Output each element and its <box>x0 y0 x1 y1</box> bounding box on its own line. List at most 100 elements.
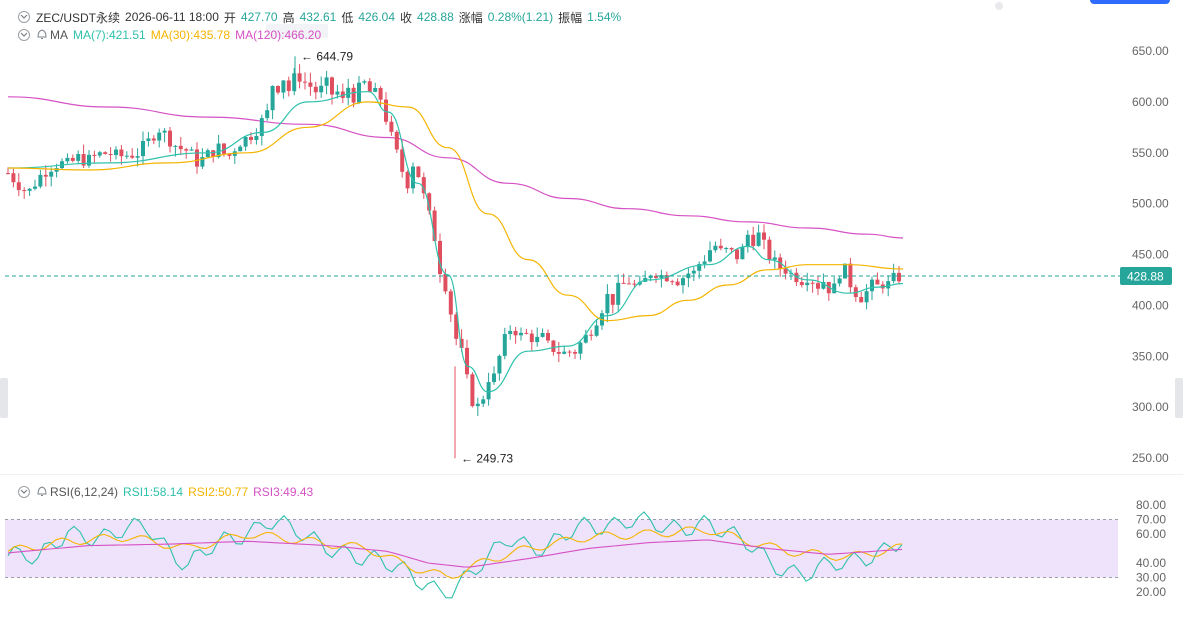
candle-body-104 <box>567 351 572 353</box>
rsi-line-2 <box>7 539 903 568</box>
candle-body-19 <box>108 154 113 156</box>
candle-body-102 <box>556 352 561 354</box>
candle-body-109 <box>594 325 599 336</box>
candle-body-67 <box>367 81 372 92</box>
rsi-band <box>5 519 1118 578</box>
candle-body-89 <box>486 382 491 400</box>
candle-body-99 <box>540 332 545 337</box>
candle-body-81 <box>443 274 448 292</box>
candle-body-165 <box>897 272 901 282</box>
candle-body-150 <box>816 283 820 289</box>
candle-body-92 <box>502 334 507 356</box>
ohlc-header: ZEC/USDT永续 2026-06-11 18:00 开 427.70 高 4… <box>18 8 626 26</box>
candle-body-91 <box>497 355 502 374</box>
candle-body-55 <box>303 81 307 83</box>
top-indicator-dot <box>995 2 1003 10</box>
rsi-tick-5: 20.00 <box>1136 585 1166 599</box>
ma120-line <box>7 96 904 239</box>
candle-body-153 <box>832 283 837 294</box>
ma-eye-icon[interactable] <box>36 28 48 43</box>
candle-body-52 <box>286 80 291 91</box>
candle-body-106 <box>578 342 583 354</box>
change-label: 涨幅 <box>458 10 483 25</box>
candle-body-40 <box>222 143 226 154</box>
candle-body-107 <box>583 334 588 343</box>
ma-line-1 <box>7 101 904 322</box>
candle-body-32 <box>178 145 183 150</box>
candle-body-77 <box>421 177 426 194</box>
candle-body-123 <box>670 281 675 283</box>
price-tick-8: 250.00 <box>1132 451 1169 465</box>
candle-body-7 <box>43 174 48 177</box>
collapse-chevron-icon[interactable] <box>18 11 30 23</box>
candle-body-90 <box>492 373 496 383</box>
scroll-right-handle[interactable] <box>1175 378 1183 418</box>
candle-body-46 <box>254 135 259 141</box>
candle-body-50 <box>276 85 280 93</box>
candle-body-44 <box>243 136 248 147</box>
ma-legend: MA MA(7):421.51 MA(30):435.78 MA(120):46… <box>18 26 326 44</box>
rsi-tick-3: 40.00 <box>1136 556 1166 570</box>
ma-label: MA <box>50 28 68 42</box>
candle-body-158 <box>859 297 864 303</box>
candle-body-159 <box>864 291 869 303</box>
candle-body-151 <box>821 281 826 289</box>
candle-body-122 <box>664 275 669 282</box>
candle-body-11 <box>65 157 70 162</box>
ma-collapse-chevron-icon[interactable] <box>18 29 30 41</box>
candle-body-63 <box>346 87 351 98</box>
candle-body-21 <box>119 149 124 157</box>
symbol-name: ZEC/USDT永续 <box>36 10 121 25</box>
candle-body-27 <box>151 138 156 141</box>
candle-body-136 <box>740 247 745 260</box>
candle-body-119 <box>648 275 653 278</box>
candle-body-4 <box>27 188 32 191</box>
candle-body-156 <box>848 263 853 288</box>
candle-body-142 <box>772 257 777 260</box>
rsi-collapse-chevron-icon[interactable] <box>18 486 30 498</box>
candle-body-163 <box>886 281 891 289</box>
candle-body-53 <box>292 73 297 91</box>
candle-body-74 <box>405 171 410 189</box>
price-tick-7: 300.00 <box>1132 400 1169 414</box>
scroll-left-handle[interactable] <box>0 378 8 418</box>
candle-body-135 <box>735 249 739 260</box>
candle-body-86 <box>470 374 475 407</box>
candle-body-45 <box>249 136 253 141</box>
ma-lines <box>7 91 904 393</box>
candle-body-56 <box>308 82 313 87</box>
high-label: 高 <box>282 10 295 25</box>
ma-line-0 <box>7 91 904 393</box>
candle-body-22 <box>124 155 129 157</box>
candle-body-49 <box>270 85 275 111</box>
low-marker-text: ← 249.73 <box>461 451 513 465</box>
rsi-tick-1: 70.00 <box>1136 513 1166 527</box>
candle-body-48 <box>265 110 270 119</box>
rsi-label: RSI(6,12,24) <box>50 485 119 499</box>
candle-body-97 <box>529 333 534 343</box>
price-tick-1: 600.00 <box>1132 95 1169 109</box>
candle-body-80 <box>438 240 442 275</box>
candle-body-84 <box>459 338 464 348</box>
candle-body-128 <box>697 263 702 271</box>
candle-body-72 <box>394 131 399 150</box>
candle-body-3 <box>22 190 27 192</box>
rsi-eye-icon[interactable] <box>36 485 48 500</box>
candle-body-112 <box>610 293 615 305</box>
candle-body-15 <box>87 154 91 166</box>
candle-body-141 <box>767 239 772 260</box>
rsi-legend: RSI(6,12,24) RSI1:58.14 RSI2:50.77 RSI3:… <box>18 483 318 501</box>
candle-body-58 <box>319 85 324 93</box>
candle-body-127 <box>691 270 696 274</box>
candle-body-25 <box>141 140 145 157</box>
candle-body-33 <box>184 149 189 151</box>
candle-body-160 <box>870 279 874 292</box>
high-value: 432.61 <box>299 10 337 24</box>
candle-body-78 <box>427 193 432 211</box>
candle-body-68 <box>373 88 378 92</box>
top-toolbar-tab[interactable] <box>1090 0 1170 4</box>
candle-body-43 <box>238 146 243 152</box>
candle-body-121 <box>659 275 664 278</box>
